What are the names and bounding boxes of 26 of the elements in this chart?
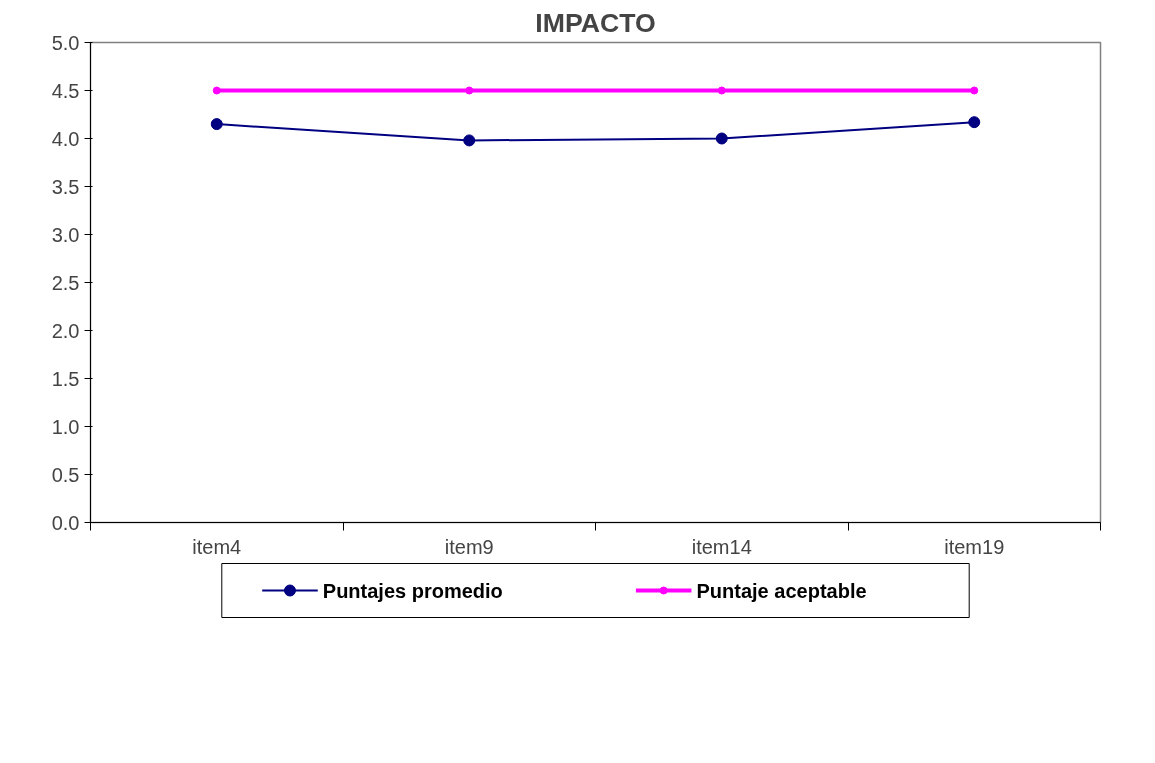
point [715, 132, 728, 145]
point [465, 86, 474, 95]
legend-label: Puntajes promedio [322, 579, 503, 602]
y-tick-label: 0.5 [51, 463, 80, 486]
y-tick-label: 1.0 [51, 415, 80, 438]
point [970, 86, 979, 95]
y-tick-label: 4.0 [51, 127, 80, 150]
legend-label: Puntaje aceptable [696, 579, 867, 602]
point [968, 116, 981, 129]
y-tick-label: 3.0 [51, 223, 80, 246]
x-tick-label: item4 [192, 535, 242, 558]
y-tick-label: 2.5 [51, 271, 80, 294]
point [717, 86, 726, 95]
point [463, 134, 476, 147]
point [212, 86, 221, 95]
y-tick-label: 1.5 [51, 367, 80, 390]
y-tick-label: 3.5 [51, 175, 80, 198]
y-tick-label: 5.0 [51, 31, 80, 54]
chart-title: IMPACTO [535, 7, 656, 38]
y-tick-label: 2.0 [51, 319, 80, 342]
point [210, 118, 223, 131]
x-tick-label: item19 [944, 535, 1005, 558]
y-tick-label: 4.5 [51, 79, 80, 102]
y-tick-label: 0.0 [51, 511, 80, 534]
x-tick-label: item14 [691, 535, 752, 558]
x-tick-label: item9 [444, 535, 494, 558]
